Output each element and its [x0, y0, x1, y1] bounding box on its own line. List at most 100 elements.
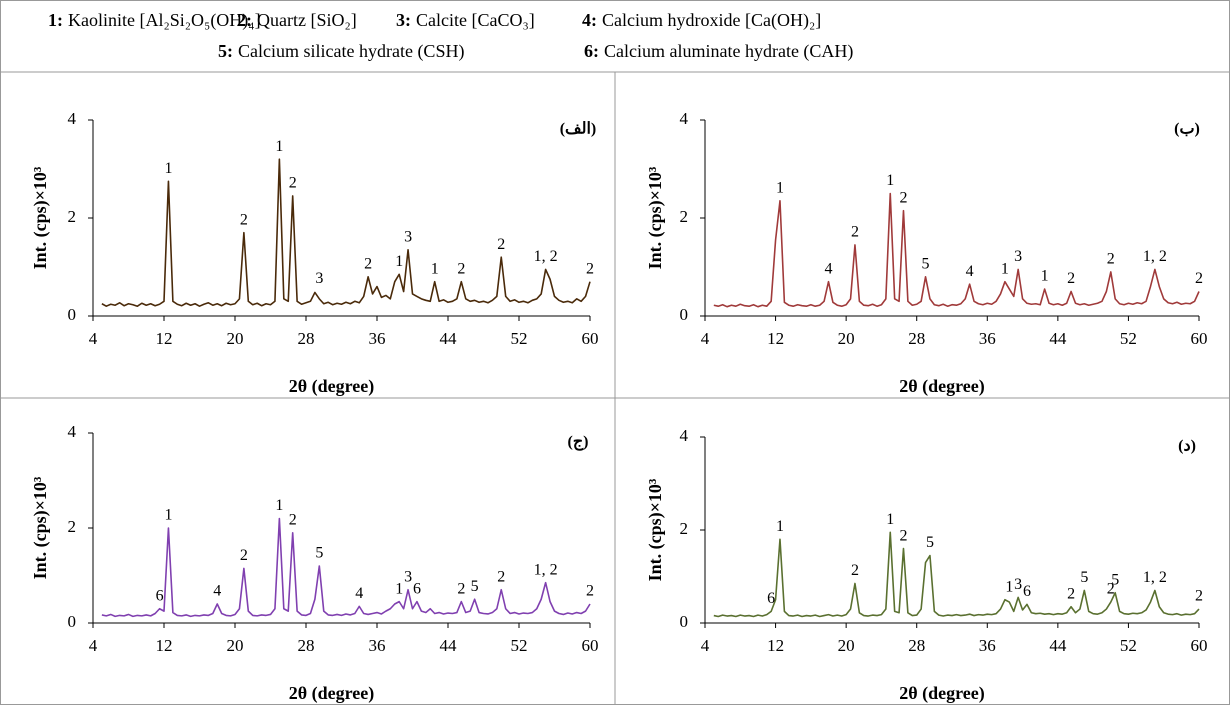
x-axis-title: 2θ (degree) [899, 376, 985, 397]
peak-label: 1, 2 [1143, 569, 1167, 586]
panel-label: (الف) [560, 121, 597, 138]
x-tick-label: 12 [156, 636, 173, 655]
legend-text: Calcium aluminate hydrate (CAH) [604, 41, 853, 62]
peak-label: 3 [404, 229, 412, 246]
y-tick-label: 0 [68, 305, 77, 324]
peak-label: 5 [1080, 569, 1088, 586]
xrd-pattern [713, 531, 1200, 618]
peak-label: 6 [413, 580, 421, 597]
peak-label: 6 [156, 587, 164, 604]
x-tick-label: 28 [908, 636, 925, 655]
peak-label: 1, 2 [534, 248, 558, 265]
peak-label: 5 [922, 255, 930, 272]
peak-label: 6 [1023, 583, 1031, 600]
y-axis-title: Int. (cps)×10³ [30, 476, 51, 579]
y-tick-label: 2 [680, 519, 689, 538]
peak-label: 2 [1067, 585, 1075, 602]
peak-label: 5 [315, 545, 323, 562]
peak-label: 2 [240, 547, 248, 564]
y-tick-label: 2 [680, 207, 689, 226]
legend-key: 1: [48, 10, 63, 30]
peak-label: 1, 2 [1143, 248, 1167, 265]
y-tick-label: 2 [68, 517, 77, 536]
x-axis-title: 2θ (degree) [289, 376, 375, 397]
peak-label: 2 [851, 562, 859, 579]
peak-label: 1 [776, 518, 784, 535]
legend-item: 4: Calcium hydroxide [Ca(OH)₂] [582, 10, 821, 31]
x-tick-label: 28 [298, 636, 315, 655]
peak-label: 4 [355, 585, 363, 602]
x-axis-title: 2θ (degree) [899, 683, 985, 704]
peak-label: 2 [899, 189, 907, 206]
x-tick-label: 36 [369, 636, 386, 655]
x-tick-label: 52 [511, 329, 528, 348]
x-tick-label: 44 [1049, 636, 1067, 655]
x-tick-label: 4 [89, 636, 98, 655]
peak-label: 1 [1005, 578, 1013, 595]
peak-label: 1 [886, 511, 894, 528]
legend-text: Calcium hydroxide [Ca(OH)₂] [602, 10, 821, 31]
peak-label: 1 [776, 180, 784, 197]
peak-label: 5 [1111, 571, 1119, 588]
peak-label: 1 [431, 260, 439, 277]
peak-label: 1 [1041, 268, 1049, 285]
legend-key: 6: [584, 41, 599, 61]
peak-label: 5 [926, 534, 934, 551]
xrd-pattern [101, 158, 591, 307]
peak-label: 2 [1195, 588, 1203, 605]
y-axis-title: Int. (cps)×10³ [645, 166, 666, 269]
peak-label: 3 [1014, 576, 1022, 593]
peak-label: 2 [497, 568, 505, 585]
peak-label: 2 [899, 527, 907, 544]
peak-label: 1 [275, 497, 283, 514]
peak-label: 2 [586, 260, 594, 277]
peak-label: 3 [1014, 248, 1022, 265]
peak-label: 1 [164, 507, 172, 524]
peak-label: 2 [457, 260, 465, 277]
xrd-pattern [101, 517, 591, 618]
legend-text: Calcite [CaCO₃] [416, 10, 535, 30]
legend-item: 6: Calcium aluminate hydrate (CAH) [584, 41, 853, 62]
y-tick-label: 2 [68, 207, 77, 226]
peak-label: 2 [457, 580, 465, 597]
xrd-pattern [713, 192, 1200, 308]
x-tick-label: 28 [298, 329, 315, 348]
peak-label: 4 [213, 583, 221, 600]
x-tick-label: 60 [1191, 329, 1208, 348]
y-tick-label: 0 [680, 305, 689, 324]
legend-item: 2: Quartz [SiO₂] [237, 10, 357, 30]
peak-label: 2 [289, 175, 297, 192]
x-tick-label: 4 [701, 636, 710, 655]
peak-label: 2 [1107, 251, 1115, 268]
peak-label: 2 [497, 236, 505, 253]
peak-label: 2 [1067, 270, 1075, 287]
x-tick-label: 4 [701, 329, 710, 348]
legend-item: 3: Calcite [CaCO₃] [396, 10, 535, 30]
peak-label: 3 [315, 270, 323, 287]
y-tick-label: 0 [68, 612, 77, 631]
peak-label: 3 [404, 568, 412, 585]
peak-label: 4 [825, 260, 833, 277]
x-tick-label: 36 [979, 636, 996, 655]
peak-label: 6 [767, 590, 775, 607]
panel-label: (ج) [568, 434, 589, 452]
peak-label: 4 [966, 263, 974, 280]
x-tick-label: 60 [582, 636, 599, 655]
y-tick-label: 4 [68, 109, 77, 128]
x-axis-title: 2θ (degree) [289, 683, 375, 704]
x-tick-label: 12 [767, 636, 784, 655]
y-tick-label: 4 [680, 109, 689, 128]
x-tick-label: 20 [838, 329, 855, 348]
peak-label: 2 [1107, 581, 1115, 598]
y-tick-label: 4 [68, 422, 77, 441]
panel-label: (ب) [1174, 121, 1200, 138]
x-tick-label: 52 [1120, 636, 1137, 655]
y-axis-title: Int. (cps)×10³ [30, 166, 51, 269]
peak-label: 2 [240, 211, 248, 228]
x-tick-label: 28 [908, 329, 925, 348]
legend-key: 2: [237, 10, 252, 30]
x-tick-label: 20 [227, 636, 244, 655]
legend-key: 4: [582, 10, 597, 30]
x-tick-label: 12 [156, 329, 173, 348]
